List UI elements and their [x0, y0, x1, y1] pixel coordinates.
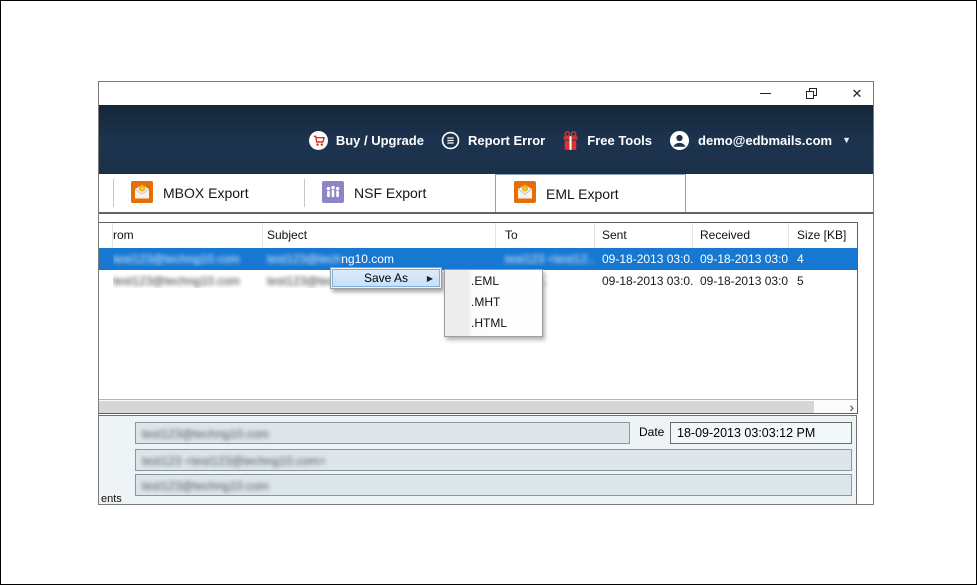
- gift-icon: [562, 130, 579, 151]
- table-header-row: rom Subject To Sent Received Size [KB]: [99, 223, 857, 248]
- row1-to: test123 <test12...: [505, 252, 595, 266]
- menu-item-eml[interactable]: .EML: [471, 274, 500, 288]
- tab-nsf-label: NSF Export: [354, 185, 427, 201]
- row1-from: test123@techng10.com: [113, 252, 240, 266]
- account-icon: [669, 130, 690, 151]
- row1-size: 4: [797, 252, 804, 266]
- buy-upgrade-button[interactable]: Buy / Upgrade: [308, 130, 424, 150]
- column-header-from[interactable]: rom: [113, 223, 263, 248]
- app-header: Buy / Upgrade Report Error Free Tools: [99, 105, 873, 174]
- tab-mbox-label: MBOX Export: [163, 185, 249, 201]
- menu-item-html[interactable]: .HTML: [471, 316, 507, 330]
- app-window: ✕ Buy / Upgrade Report Error: [98, 81, 874, 505]
- date-field: 18-09-2013 03:03:12 PM: [670, 422, 852, 444]
- row1-received: 09-18-2013 03:0...: [700, 252, 789, 266]
- row1-subject-blurred: test123@tech: [267, 252, 342, 266]
- column-header-size[interactable]: Size [KB]: [797, 228, 847, 242]
- minimize-icon: [759, 93, 771, 94]
- mbox-envelope-icon: [131, 180, 153, 206]
- restore-button[interactable]: [795, 82, 827, 105]
- tab-separator: [304, 179, 305, 207]
- title-bar: ✕: [99, 82, 873, 105]
- close-button[interactable]: ✕: [841, 82, 873, 105]
- tab-separator: [113, 179, 114, 207]
- menu-item-save-as[interactable]: Save As ▶: [332, 269, 440, 287]
- date-label: Date: [639, 425, 665, 439]
- from-field-value: test123@techng10.com: [142, 427, 269, 441]
- account-email-label: demo@edbmails.com: [698, 132, 833, 148]
- report-error-button[interactable]: Report Error: [441, 131, 545, 150]
- account-menu[interactable]: demo@edbmails.com ▼: [669, 130, 851, 151]
- subject-field: test123@techng10.com: [135, 474, 852, 496]
- mail-table: rom Subject To Sent Received Size [KB] t…: [99, 222, 858, 414]
- menu-item-mht[interactable]: .MHT: [471, 295, 501, 309]
- row2-size: 5: [797, 274, 804, 288]
- eml-envelope-icon: [514, 181, 536, 206]
- to-field: test123 <test123@techng10.com>: [135, 449, 852, 471]
- to-field-value: test123 <test123@techng10.com>: [142, 454, 326, 468]
- save-as-submenu: .EML .MHT .HTML: [444, 269, 543, 337]
- column-header-sent[interactable]: Sent: [595, 223, 693, 248]
- report-error-label: Report Error: [467, 132, 546, 148]
- close-icon: ✕: [851, 85, 863, 101]
- row2-sent: 09-18-2013 03:0...: [602, 274, 693, 288]
- cart-icon: [308, 130, 328, 150]
- row1-sent: 09-18-2013 03:0...: [602, 252, 693, 266]
- free-tools-label: Free Tools: [587, 132, 653, 148]
- buy-upgrade-label: Buy / Upgrade: [335, 132, 424, 148]
- scroll-right-arrow-icon[interactable]: ›: [849, 399, 854, 414]
- row2-from: test123@techng10.com: [113, 274, 240, 288]
- restore-icon: [805, 88, 817, 99]
- from-field: test123@techng10.com: [135, 422, 630, 444]
- tab-eml-export[interactable]: EML Export: [495, 174, 686, 212]
- tab-nsf-export[interactable]: NSF Export: [304, 174, 495, 212]
- tab-mbox-export[interactable]: MBOX Export: [113, 174, 304, 212]
- free-tools-button[interactable]: Free Tools: [562, 130, 652, 151]
- column-header-received[interactable]: Received: [693, 223, 789, 248]
- nsf-lotus-icon: [322, 180, 344, 206]
- scrollbar-thumb[interactable]: [99, 401, 814, 413]
- row2-received: 09-18-2013 03:0...: [700, 274, 789, 288]
- context-menu: Save As ▶: [330, 267, 442, 289]
- minimize-button[interactable]: [749, 82, 781, 105]
- column-header-spacer: [99, 223, 113, 248]
- chevron-down-icon: ▼: [842, 135, 851, 145]
- report-error-icon: [441, 131, 460, 150]
- save-as-label: Save As: [363, 271, 409, 285]
- attachments-label-clipped: ents: [101, 493, 122, 505]
- submenu-arrow-icon: ▶: [426, 274, 433, 283]
- tab-strip: MBOX Export NSF Export EML Export: [99, 174, 873, 214]
- column-header-subject[interactable]: Subject: [263, 223, 496, 248]
- column-header-to[interactable]: To: [496, 223, 595, 248]
- horizontal-scrollbar[interactable]: ›: [99, 399, 857, 413]
- row1-subject-clear: ng10.com: [341, 252, 394, 266]
- header-nav: Buy / Upgrade Report Error Free Tools: [308, 129, 851, 151]
- table-row[interactable]: test123@techng10.com test123@techng10.co…: [99, 248, 857, 270]
- tab-eml-label: EML Export: [546, 185, 619, 202]
- message-details-panel: test123@techng10.com Date 18-09-2013 03:…: [99, 415, 857, 505]
- subject-field-value: test123@techng10.com: [142, 479, 269, 493]
